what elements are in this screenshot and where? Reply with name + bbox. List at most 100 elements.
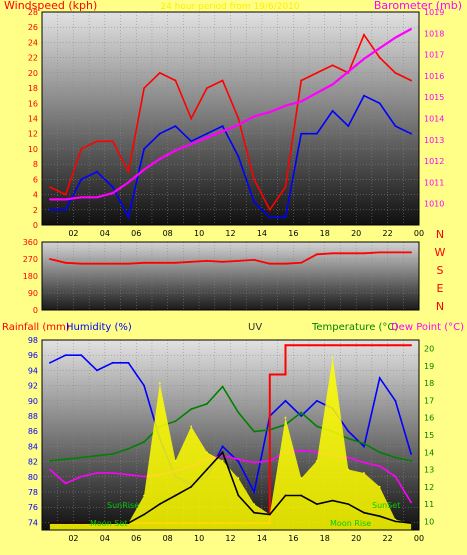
data-point bbox=[363, 252, 365, 255]
data-point bbox=[331, 252, 334, 255]
moonrise-label: Moon Rise bbox=[330, 519, 371, 528]
data-point bbox=[174, 125, 177, 127]
data-point bbox=[253, 178, 256, 181]
compass-label: S bbox=[437, 264, 444, 277]
data-point bbox=[64, 482, 67, 485]
climate-series bbox=[49, 344, 412, 530]
data-point bbox=[331, 356, 334, 359]
y-tick-label-right: 1012 bbox=[424, 157, 444, 166]
data-point bbox=[206, 132, 208, 135]
data-point bbox=[316, 253, 318, 256]
data-point bbox=[253, 430, 256, 433]
wind-grid bbox=[42, 11, 420, 226]
data-point bbox=[174, 494, 177, 497]
data-point bbox=[347, 125, 350, 127]
data-point bbox=[174, 149, 177, 152]
data-point bbox=[253, 511, 256, 514]
data-point bbox=[410, 522, 412, 524]
data-point bbox=[410, 501, 412, 504]
data-point bbox=[237, 460, 240, 463]
y-tick-label: 20 bbox=[28, 69, 38, 78]
data-point bbox=[363, 344, 365, 347]
compass-label: W bbox=[435, 246, 446, 259]
data-point bbox=[158, 132, 161, 135]
y-tick-label-right: 13 bbox=[424, 466, 434, 475]
plot-frame bbox=[41, 241, 420, 311]
series-temperature bbox=[49, 385, 412, 462]
data-point bbox=[378, 56, 381, 59]
data-point bbox=[394, 518, 397, 521]
data-point bbox=[64, 354, 67, 357]
data-point bbox=[363, 33, 365, 36]
y-tick-label: 4 bbox=[33, 191, 38, 200]
y-tick-label: 360 bbox=[23, 238, 38, 247]
data-point bbox=[143, 87, 146, 89]
data-point bbox=[96, 369, 98, 372]
y-tick-label-right: 1014 bbox=[424, 115, 444, 124]
data-point bbox=[127, 473, 130, 476]
data-point bbox=[127, 522, 130, 524]
wind-series bbox=[49, 28, 412, 220]
data-point bbox=[410, 344, 412, 347]
data-point bbox=[221, 460, 224, 462]
plot-frame bbox=[41, 11, 420, 226]
data-point bbox=[49, 258, 51, 260]
data-point bbox=[80, 178, 83, 181]
y-tick-label: 98 bbox=[28, 336, 38, 345]
y-tick-label: 14 bbox=[28, 115, 38, 124]
data-point bbox=[268, 111, 271, 113]
y-tick-label: 84 bbox=[28, 442, 38, 451]
series-uv-area bbox=[49, 357, 412, 530]
y-tick-label-right: 16 bbox=[424, 414, 434, 423]
data-point bbox=[174, 460, 177, 462]
data-point bbox=[347, 468, 350, 471]
data-point bbox=[253, 115, 256, 118]
x-tick-label: 14 bbox=[257, 229, 267, 238]
data-point bbox=[158, 503, 161, 505]
timestamp-label: 24 hour period from 19/6/2010 bbox=[160, 2, 300, 12]
y-tick-label: 270 bbox=[23, 255, 38, 264]
y-tick-label: 86 bbox=[28, 427, 38, 436]
x-tick-label: 06 bbox=[131, 229, 141, 238]
data-point bbox=[174, 420, 177, 423]
y-tick-label: 28 bbox=[28, 8, 38, 17]
data-point bbox=[111, 522, 114, 524]
data-point bbox=[316, 425, 318, 428]
data-point bbox=[268, 216, 271, 219]
y-tick-label-right: 14 bbox=[424, 448, 434, 457]
y-tick-label: 0 bbox=[33, 221, 38, 230]
y-tick-label: 12 bbox=[28, 130, 38, 139]
data-point bbox=[410, 79, 412, 82]
series-dew-point bbox=[49, 449, 412, 503]
data-point bbox=[331, 344, 334, 347]
windspeed-label: Windspeed (kph) bbox=[4, 0, 97, 12]
series-humidity bbox=[49, 354, 412, 495]
data-point bbox=[143, 148, 146, 150]
data-point bbox=[237, 494, 240, 497]
data-point bbox=[158, 382, 161, 385]
data-point bbox=[237, 477, 240, 480]
data-point bbox=[378, 377, 381, 379]
data-point bbox=[111, 472, 114, 474]
series-wind-speed bbox=[49, 94, 412, 220]
data-point bbox=[410, 132, 412, 135]
data-point bbox=[221, 385, 224, 388]
data-point bbox=[190, 143, 193, 146]
data-point bbox=[316, 399, 318, 402]
data-point bbox=[347, 437, 350, 440]
data-point bbox=[237, 458, 240, 461]
data-point bbox=[378, 102, 381, 105]
data-point bbox=[268, 208, 271, 211]
x-tick-label: 08 bbox=[163, 229, 173, 238]
data-point bbox=[143, 513, 146, 516]
y-tick-label-right: 1015 bbox=[424, 93, 444, 102]
data-point bbox=[284, 416, 287, 419]
x-tick-label: 12 bbox=[225, 534, 235, 543]
y-tick-label: 0 bbox=[33, 306, 38, 315]
data-point bbox=[158, 261, 161, 264]
x-tick-label: 02 bbox=[68, 229, 78, 238]
y-tick-label-right: 19 bbox=[424, 362, 434, 371]
data-point bbox=[300, 411, 303, 414]
data-point bbox=[158, 158, 161, 160]
